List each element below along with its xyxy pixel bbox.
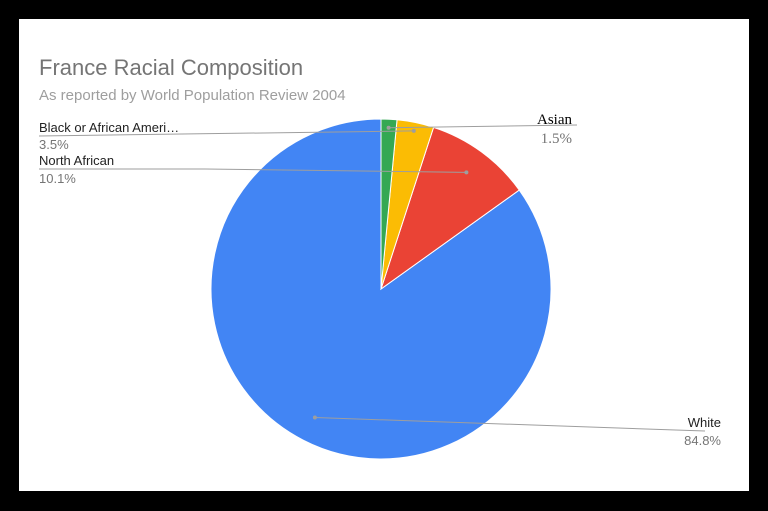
slice-label-north-african: North African bbox=[39, 153, 114, 168]
leader-line-asian bbox=[388, 124, 578, 129]
slice-percent-white: 84.8% bbox=[684, 433, 721, 448]
pie-slice-white bbox=[210, 118, 552, 460]
pie-slice-asian bbox=[380, 118, 398, 290]
slice-percent-asian: 1.5% bbox=[541, 131, 572, 147]
pie-slice-north-african bbox=[380, 126, 520, 291]
slice-label-asian: Asian bbox=[537, 112, 572, 128]
leader-dot-black-or-african-ameri bbox=[411, 128, 416, 133]
leader-dot-white bbox=[312, 415, 317, 420]
leader-line-black-or-african-ameri bbox=[38, 130, 414, 137]
leader-dot-north-african bbox=[464, 170, 469, 175]
leader-line-white bbox=[314, 417, 706, 432]
leader-line-north-african bbox=[39, 168, 467, 173]
pie-chart: White 84.8% North African 10.1% Black or Afr… bbox=[38, 112, 721, 460]
chart-title: France Racial Composition bbox=[39, 55, 304, 80]
slice-percent-north-african: 10.1% bbox=[39, 171, 76, 186]
slice-label-black-or-african-ameri: Black or African Ameri… bbox=[39, 120, 179, 135]
chart-frame: France Racial Composition As reported by… bbox=[19, 19, 749, 491]
leader-dot-asian bbox=[386, 125, 391, 130]
chart-subtitle: As reported by World Population Review 2… bbox=[39, 87, 346, 104]
slice-label-white: White bbox=[688, 415, 721, 430]
slice-percent-black-or-african-ameri: 3.5% bbox=[39, 137, 69, 152]
